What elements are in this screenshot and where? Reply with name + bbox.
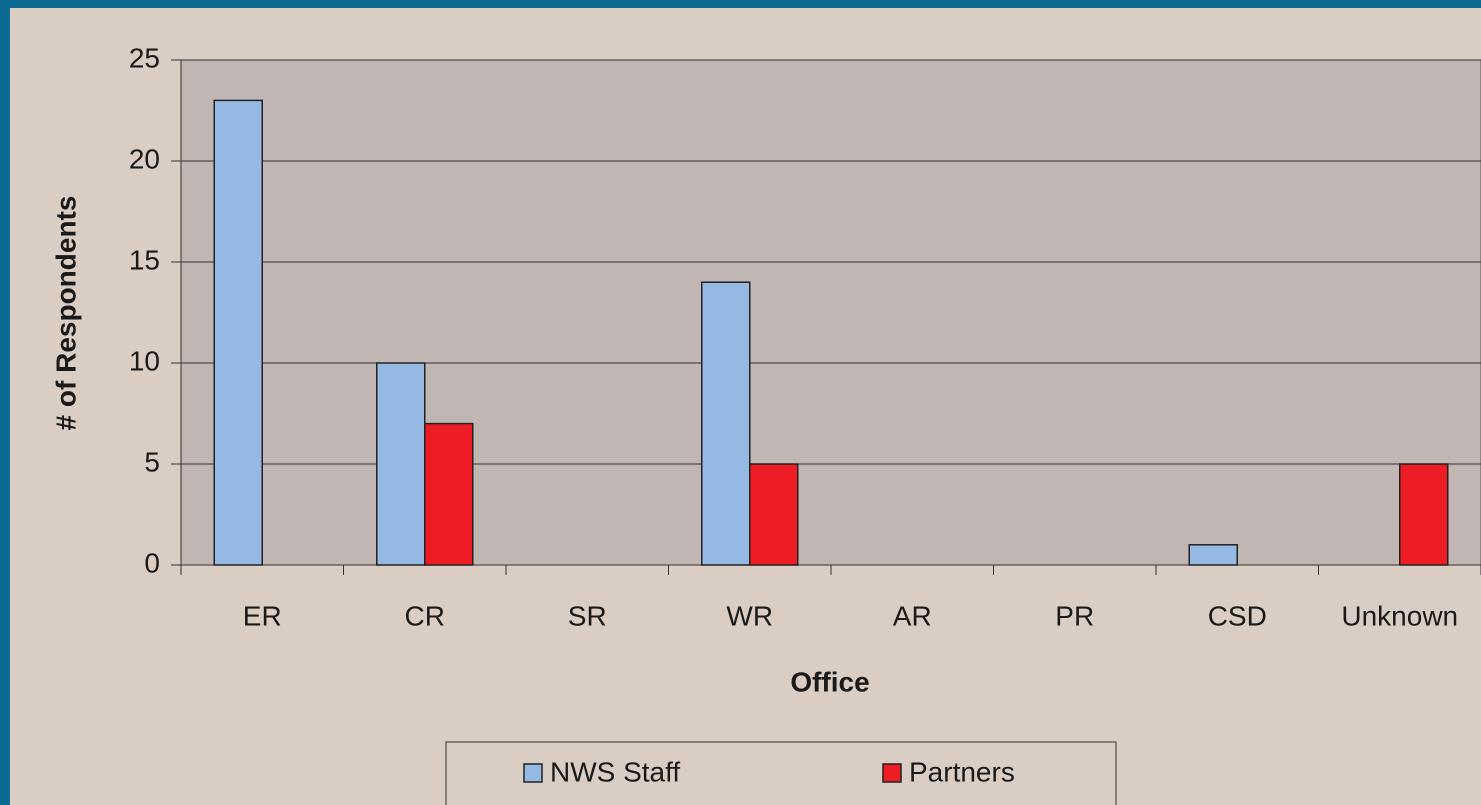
- bar: [1188, 544, 1238, 566]
- bar: [376, 362, 426, 566]
- legend-label: Partners: [909, 756, 1015, 787]
- legend-swatch: [882, 763, 902, 783]
- x-tick-label: WR: [726, 600, 773, 631]
- y-tick-label: 20: [129, 143, 160, 174]
- y-tick-label: 5: [144, 446, 160, 477]
- y-tick-label: 0: [144, 547, 160, 578]
- legend: [445, 741, 1117, 805]
- x-tick-label: ER: [243, 600, 282, 631]
- bar: [424, 422, 474, 566]
- bar: [213, 99, 263, 566]
- x-tick-label: Unknown: [1341, 600, 1458, 631]
- y-tick-label: 15: [129, 244, 160, 275]
- x-tick-label: SR: [568, 600, 607, 631]
- x-tick-label: CSD: [1208, 600, 1267, 631]
- y-axis-label: # of Respondents: [50, 196, 81, 431]
- x-tick-label: PR: [1055, 600, 1094, 631]
- bar: [701, 281, 751, 566]
- bar: [1399, 463, 1449, 566]
- legend-swatch: [523, 763, 543, 783]
- legend-label: NWS Staff: [550, 756, 680, 787]
- x-axis-label: Office: [790, 666, 869, 697]
- y-tick-label: 10: [129, 345, 160, 376]
- x-tick-label: CR: [405, 600, 445, 631]
- x-tick-label: AR: [893, 600, 932, 631]
- bar: [749, 463, 799, 566]
- y-tick-label: 25: [129, 42, 160, 73]
